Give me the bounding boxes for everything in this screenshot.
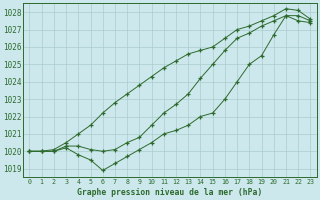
X-axis label: Graphe pression niveau de la mer (hPa): Graphe pression niveau de la mer (hPa) bbox=[77, 188, 263, 197]
